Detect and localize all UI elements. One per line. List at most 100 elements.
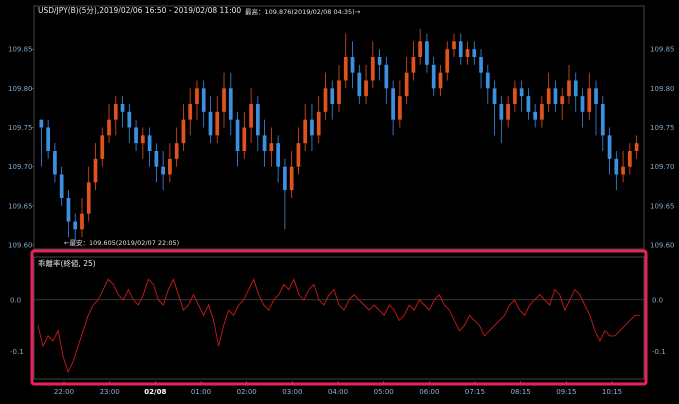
price-tick-right: 109.60 [650,242,675,250]
candle-body [59,174,64,198]
candle-body [283,166,287,191]
deviation-line [37,278,640,374]
candle-body [147,135,152,151]
candle-body [438,72,443,89]
deviation-axis-left: 0.0 -0.1 [10,296,24,355]
candle-body [465,49,470,57]
candle-body [546,88,551,104]
candle-body [161,166,165,175]
candle-body [188,104,193,120]
candle-body [66,198,71,222]
time-tick: 04:00 [328,388,348,396]
candle-body [350,57,355,73]
time-tick: 01:00 [191,388,211,396]
candle-body [594,88,598,104]
candle-body [80,213,84,230]
candle-body [113,104,118,120]
candle-body [316,111,321,136]
candle-body [607,135,612,159]
candle-body [337,80,341,104]
time-tick: 22:00 [54,388,74,396]
candle-body [431,64,436,89]
candle-body [600,104,605,136]
candle-body [330,88,335,104]
price-tick-left: 109.65 [8,202,33,210]
candle-body [303,119,308,144]
candle-body [228,88,233,120]
candle-body [343,57,348,81]
candle-body [39,119,44,128]
candle-body [370,57,375,81]
candle-body [411,57,416,73]
time-tick: 05:00 [374,388,394,396]
candle-body [492,88,497,104]
candle-body [310,119,314,136]
deviation-panel-frame [33,256,645,380]
price-tick-left: 109.60 [8,242,33,250]
deviation-axis-right: 0.0 -0.1 [652,296,666,355]
candle-body [499,104,504,120]
price-tick-right: 109.80 [650,85,675,93]
candle-body [573,80,578,97]
candle-body [53,151,57,175]
candle-body [323,88,328,112]
candle-body [201,88,206,112]
time-tick: 09:15 [556,388,576,396]
candle-body [222,88,226,112]
candle-body [398,96,402,120]
time-tick: 06:00 [419,388,439,396]
candle-body [553,88,558,104]
price-tick-right: 109.65 [650,202,675,210]
price-tick-left: 109.80 [8,85,33,93]
candle-body [296,143,301,167]
deviation-tick-right: -0.1 [652,348,666,356]
time-tick: 23:00 [100,388,120,396]
candle-body [174,143,179,159]
candle-body [445,49,450,73]
candle-body [93,158,98,183]
candle-body [540,104,544,120]
price-axis-left: 109.85 109.80 109.75 109.70 109.65 109.60 [8,46,34,250]
candle-body [269,143,274,151]
candle-body [289,166,294,191]
time-tick: 10:15 [602,388,622,396]
candle-body [107,119,111,136]
time-tick: 03:00 [282,388,302,396]
candle-body [418,41,423,57]
candle-body [479,57,483,73]
low-annotation: ←最安：109.605(2019/02/07 22:05) [64,238,179,247]
candle-body [506,104,510,120]
candle-body [634,143,639,151]
candle-body [181,119,186,144]
candle-body [73,221,78,230]
candle-body [364,80,368,97]
candle-body [195,88,199,104]
candle-body [255,104,260,136]
candle-body [452,41,456,50]
price-tick-right: 109.70 [650,163,675,171]
time-tick: 08:15 [511,388,531,396]
time-tick: 02:00 [237,388,257,396]
candle-body [154,151,159,167]
price-tick-left: 109.85 [8,46,33,54]
candle-body [46,127,51,151]
candle-body [533,111,538,120]
candlestick-series [39,28,639,242]
candle-body [276,143,280,167]
candle-body [377,57,382,65]
candle-body [215,111,220,136]
high-annotation: 最高：109.876(2019/02/08 04:35)→ [245,7,361,16]
candle-body [208,111,213,136]
candle-body [384,64,389,89]
candle-body [621,166,625,175]
price-tick-right: 109.75 [650,124,675,132]
candle-body [587,88,592,112]
deviation-tick-left: 0.0 [10,296,21,304]
candle-body [134,127,138,144]
candle-body [580,96,585,112]
candle-body [526,96,531,112]
price-tick-right: 109.85 [650,46,675,54]
candle-body [627,151,632,167]
candle-body [249,104,253,128]
candle-body [458,41,463,57]
